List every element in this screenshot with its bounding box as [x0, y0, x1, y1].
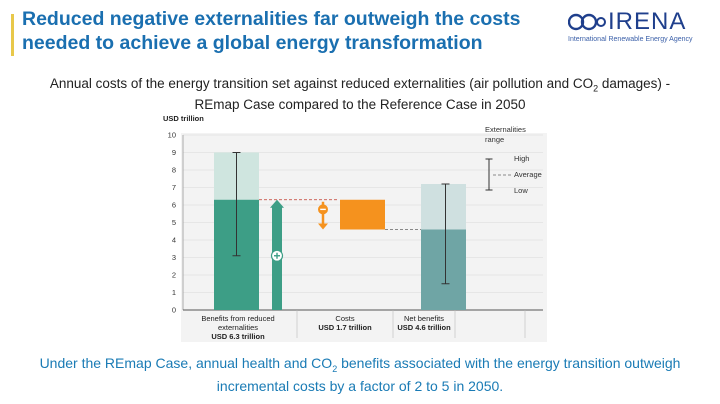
y-tick-label: 5 — [172, 218, 176, 227]
footer-text: Under the REmap Case, annual health and … — [20, 355, 700, 395]
irena-logo-icon — [568, 13, 606, 31]
chart-svg: USD trillion 0 1 2 3 4 5 6 7 8 9 10 Benefits from re… — [163, 114, 547, 342]
subtitle-part-1: Annual costs of the energy transition se… — [49, 76, 594, 91]
footer-subscript: 2 — [332, 363, 338, 374]
chart-subtitle: Annual costs of the energy transition se… — [30, 76, 690, 113]
legend-low-label: Low — [514, 186, 528, 195]
x-category-label: externalities — [218, 323, 258, 332]
subtitle-part-2: damages) - REmap Case compared to the Re… — [194, 76, 671, 112]
legend-title-line-2: range — [485, 135, 504, 144]
chart-area: USD trillion 0 1 2 3 4 5 6 7 8 9 10 Benefits from re… — [153, 108, 553, 342]
y-tick-label: 3 — [172, 253, 176, 262]
y-axis-label: USD trillion — [163, 114, 204, 123]
net-range-band — [421, 184, 466, 230]
footer-part-1: Under the REmap Case, annual health and … — [39, 355, 333, 371]
x-category-label: Net benefits — [404, 314, 444, 323]
x-category-value-label: USD 1.7 trillion — [318, 323, 372, 332]
subtitle-subscript: 2 — [593, 83, 599, 94]
y-tick-label: 0 — [172, 306, 176, 315]
x-category-label: Benefits from reduced — [201, 314, 274, 323]
logo-wordmark: IRENA — [608, 8, 687, 35]
title-accent-bar — [11, 14, 14, 56]
irena-logo: IRENA International Renewable Energy Age… — [568, 8, 712, 43]
footer-part-2: benefits associated with the energy tran… — [216, 355, 681, 394]
legend-high-label: High — [514, 154, 529, 163]
costs-arrow-head — [318, 223, 328, 230]
y-tick-label: 6 — [172, 201, 176, 210]
logo-subtitle: International Renewable Energy Agency — [568, 36, 693, 43]
costs-bar — [340, 199, 385, 230]
y-tick-label: 10 — [168, 131, 176, 140]
y-tick-label: 8 — [172, 166, 176, 175]
y-tick-label: 2 — [172, 271, 176, 280]
net-benefits-bar — [421, 229, 466, 310]
page-title: Reduced negative externalities far outwe… — [22, 8, 521, 54]
y-tick-label: 9 — [172, 148, 176, 157]
x-category-label: Costs — [335, 314, 354, 323]
y-tick-label: 4 — [172, 236, 176, 245]
legend-average-label: Average — [514, 170, 542, 179]
x-category-value-label: USD 4.6 trillion — [397, 323, 451, 332]
benefits-arrow-head — [270, 199, 284, 208]
y-tick-label: 1 — [172, 288, 176, 297]
x-category-value-label: USD 6.3 trillion — [211, 332, 265, 341]
legend-title-line-1: Externalities — [485, 125, 526, 134]
y-tick-label: 7 — [172, 183, 176, 192]
